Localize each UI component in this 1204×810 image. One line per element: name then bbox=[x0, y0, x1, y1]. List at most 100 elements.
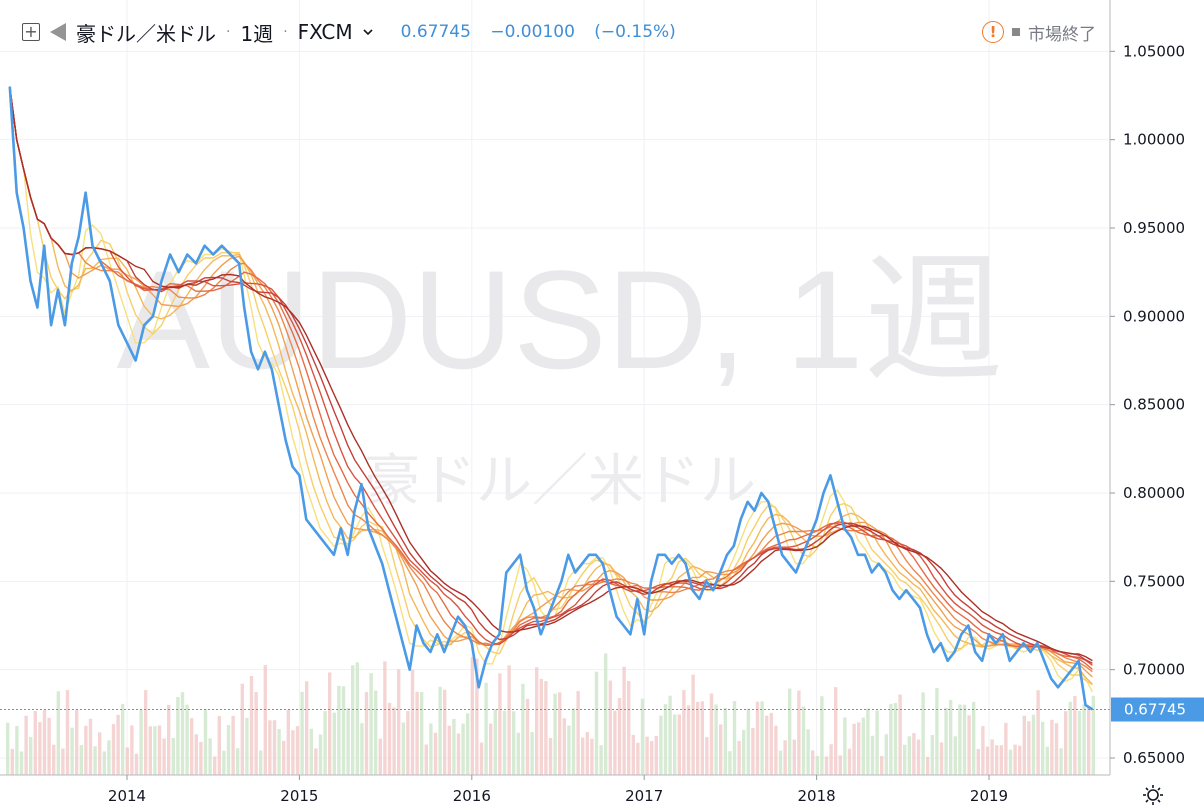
volume-bar bbox=[1045, 746, 1049, 775]
volume-bar bbox=[1087, 706, 1091, 775]
volume-bar bbox=[300, 691, 304, 775]
volume-bar bbox=[259, 750, 263, 775]
volume-bar bbox=[61, 748, 65, 775]
volume-bar bbox=[134, 753, 139, 775]
volume-bar bbox=[930, 734, 934, 775]
volume-bar bbox=[728, 751, 732, 775]
volume-bar bbox=[415, 691, 419, 775]
volume-bar bbox=[893, 703, 898, 775]
volume-bar bbox=[180, 692, 185, 775]
volume-bar bbox=[378, 738, 382, 775]
volume-bar bbox=[866, 708, 870, 775]
flag-icon[interactable] bbox=[50, 23, 66, 41]
volume-bar bbox=[125, 747, 129, 775]
volume-bar bbox=[594, 671, 599, 775]
exchange[interactable]: FXCM bbox=[297, 20, 353, 44]
volume-bar bbox=[875, 710, 879, 775]
ema-line bbox=[9, 86, 1093, 664]
volume-bar bbox=[999, 745, 1003, 775]
volume-bar bbox=[245, 717, 249, 775]
volume-bar bbox=[1022, 715, 1026, 775]
y-tick-label: 0.95000 bbox=[1123, 219, 1185, 237]
volume-bar bbox=[806, 729, 810, 775]
volume-bar bbox=[567, 725, 571, 775]
x-tick-label: 2016 bbox=[453, 787, 491, 805]
time-axis[interactable]: 2014 2015 2016 2017 2018 2019 bbox=[108, 775, 1008, 805]
moving-average-ribbon bbox=[9, 86, 1094, 693]
volume-bar bbox=[553, 693, 557, 775]
volume-bar bbox=[599, 745, 603, 775]
x-tick-label: 2017 bbox=[625, 787, 663, 805]
last-price: 0.67745 bbox=[400, 22, 471, 42]
volume-bar bbox=[337, 685, 341, 775]
volume-bars bbox=[6, 653, 1095, 775]
volume-bar bbox=[314, 748, 318, 775]
volume-bar bbox=[226, 725, 231, 775]
volume-bar bbox=[305, 681, 309, 775]
volume-bar bbox=[544, 681, 548, 775]
volume-bar bbox=[332, 712, 336, 775]
volume-bar bbox=[75, 709, 79, 775]
volume-bar bbox=[295, 726, 300, 775]
volume-bar bbox=[98, 732, 102, 775]
volume-bar bbox=[939, 742, 944, 775]
price-change: −0.00100 bbox=[490, 22, 575, 42]
volume-bar bbox=[571, 708, 576, 775]
price-axis[interactable]: 1.05000 1.00000 0.95000 0.90000 0.85000 0.800… bbox=[1110, 42, 1185, 767]
volume-bar bbox=[843, 717, 847, 775]
volume-bar bbox=[383, 661, 387, 775]
volume-bar bbox=[249, 675, 254, 775]
volume-bar bbox=[981, 726, 985, 775]
gridlines bbox=[0, 0, 1110, 775]
volume-bar bbox=[581, 737, 585, 775]
ema-line bbox=[9, 86, 1094, 693]
volume-bar bbox=[130, 725, 134, 775]
volume-bar bbox=[231, 715, 235, 775]
volume-bar bbox=[921, 692, 925, 775]
volume-bar bbox=[470, 657, 474, 775]
volume-bar bbox=[953, 736, 957, 775]
volume-bar bbox=[443, 689, 447, 775]
volume-bar bbox=[539, 678, 543, 775]
volume-bar bbox=[65, 690, 70, 775]
volume-bar bbox=[760, 701, 764, 775]
volume-bar bbox=[153, 726, 157, 775]
volume-bar bbox=[346, 707, 350, 775]
volume-bar bbox=[401, 722, 405, 775]
settings-icon[interactable] bbox=[1140, 782, 1166, 808]
interval[interactable]: 1週 bbox=[240, 21, 274, 46]
volume-bar bbox=[217, 715, 221, 775]
volume-bar bbox=[1031, 714, 1036, 775]
chevron-down-icon[interactable] bbox=[363, 28, 373, 36]
volume-bar bbox=[590, 738, 594, 775]
volume-bar bbox=[530, 731, 534, 775]
volume-bar bbox=[392, 707, 396, 775]
volume-bar bbox=[1013, 744, 1017, 775]
volume-bar bbox=[1082, 704, 1086, 775]
volume-bar bbox=[420, 692, 424, 775]
volume-bar bbox=[341, 686, 346, 775]
volume-bar bbox=[167, 704, 171, 775]
volume-bar bbox=[452, 718, 456, 775]
alert-icon[interactable]: ! bbox=[982, 21, 1004, 43]
volume-bar bbox=[282, 740, 286, 775]
x-tick-label: 2015 bbox=[280, 787, 318, 805]
separator: · bbox=[283, 24, 288, 40]
symbol-name[interactable]: 豪ドル／米ドル bbox=[76, 21, 216, 46]
volume-bar bbox=[801, 706, 806, 775]
volume-bar bbox=[1036, 690, 1040, 775]
volume-bar bbox=[1068, 701, 1072, 775]
add-symbol-icon[interactable]: + bbox=[22, 23, 40, 41]
volume-bar bbox=[696, 701, 700, 775]
volume-bar bbox=[1064, 711, 1068, 775]
volume-bar bbox=[852, 723, 856, 775]
quote: 0.67745 −0.00100 (−0.15%) bbox=[401, 22, 690, 42]
volume-bar bbox=[636, 742, 640, 775]
volume-bar bbox=[213, 756, 217, 775]
market-status-label: 市場終了 bbox=[1028, 24, 1096, 45]
volume-bar bbox=[489, 723, 493, 775]
volume-bar bbox=[604, 653, 608, 775]
y-tick-label: 0.90000 bbox=[1123, 307, 1185, 325]
volume-bar bbox=[139, 709, 143, 775]
